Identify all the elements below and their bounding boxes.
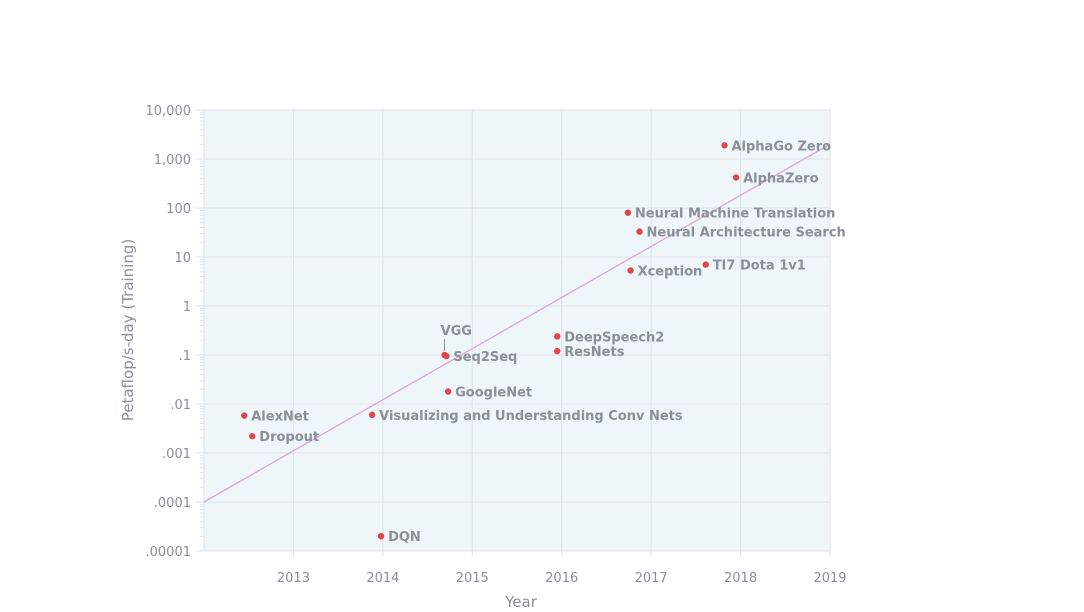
y-tick-label: .00001 — [146, 545, 192, 560]
axes — [196, 109, 831, 556]
x-tick-label: 2017 — [635, 571, 668, 586]
y-minor-ticks — [200, 111, 204, 537]
point-label: GoogleNet — [455, 385, 532, 400]
data-point — [636, 228, 643, 235]
point-label: ResNets — [564, 345, 624, 360]
y-tick-label: .001 — [162, 447, 191, 462]
data-point — [443, 352, 450, 360]
x-tick-labels: 2013 2014 2015 2016 2017 2018 2019 — [277, 571, 847, 586]
data-points: AlexNet Dropout Visualizing and Understand… — [241, 139, 846, 545]
y-tick-label: .0001 — [154, 496, 191, 511]
data-point — [241, 412, 248, 419]
point-label: AlphaGo Zero — [731, 139, 831, 154]
point-label: Neural Architecture Search — [647, 226, 846, 241]
data-point — [702, 261, 709, 268]
point-label: Dropout — [259, 430, 319, 445]
data-point — [377, 533, 385, 540]
y-tick-labels: 10,000 1,000 100 10 1 .1 .01 .001 .0001 .00001 — [146, 104, 192, 560]
y-axis-title: Petaflop/s-day (Training) — [119, 239, 137, 422]
y-tick-label: 1,000 — [154, 153, 191, 168]
x-tick-label: 2016 — [545, 571, 578, 586]
point-label: TI7 Dota 1v1 — [713, 259, 806, 274]
y-tick-label: .1 — [179, 349, 191, 364]
x-tick-label: 2019 — [813, 571, 846, 586]
data-point — [249, 433, 256, 440]
data-point — [554, 333, 561, 340]
y-tick-label: 10 — [174, 251, 191, 266]
point-label: Visualizing and Understanding Conv Nets — [379, 409, 683, 424]
plot-background — [204, 110, 830, 551]
point-label: DQN — [388, 530, 421, 545]
x-tick-label: 2018 — [724, 571, 757, 586]
data-point — [627, 267, 634, 274]
y-tick-label: 100 — [166, 202, 191, 217]
point-label: Seq2Seq — [453, 350, 517, 365]
data-point — [554, 347, 561, 355]
data-point — [444, 388, 452, 395]
trend-line — [203, 143, 831, 503]
x-axis-title: Year — [504, 593, 538, 611]
y-tick-label: 10,000 — [146, 104, 192, 119]
data-point — [721, 142, 728, 149]
data-point — [368, 411, 376, 419]
point-label: AlphaZero — [743, 171, 819, 186]
point-label: DeepSpeech2 — [564, 330, 664, 345]
y-tick-label: 1 — [183, 300, 191, 315]
point-label: Xception — [638, 265, 703, 280]
x-tick-label: 2015 — [456, 571, 489, 586]
point-label: VGG — [441, 324, 472, 339]
y-tick-label: .01 — [170, 398, 191, 413]
point-label: Neural Machine Translation — [635, 207, 836, 222]
data-point — [732, 174, 740, 181]
point-label: AlexNet — [251, 410, 309, 425]
x-tick-label: 2013 — [277, 571, 310, 586]
data-point — [624, 209, 632, 216]
x-tick-label: 2014 — [366, 571, 399, 586]
